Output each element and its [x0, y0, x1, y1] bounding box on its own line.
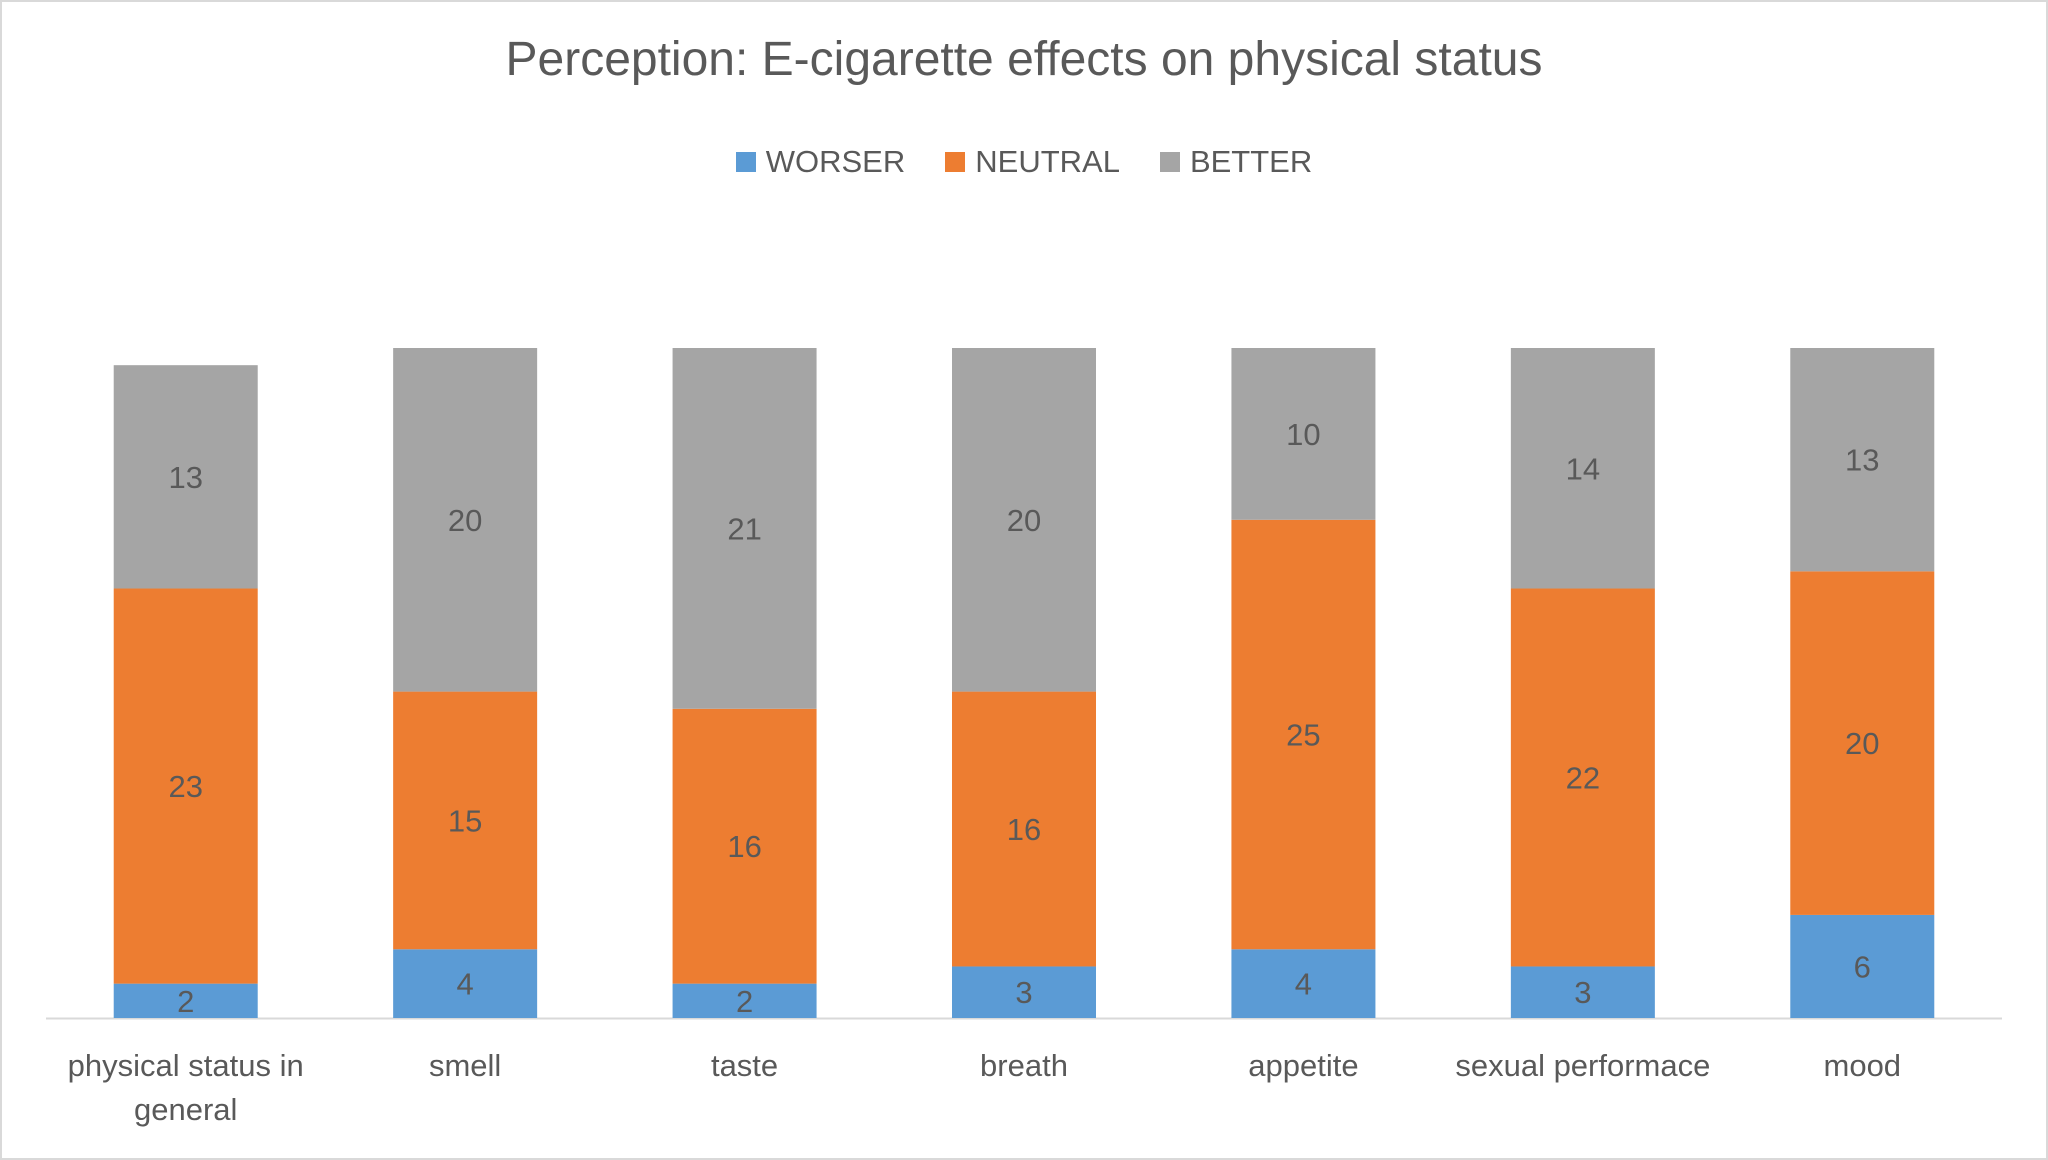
bar-neutral-3 — [952, 691, 1096, 967]
data-label-better-1: 20 — [448, 503, 482, 538]
bar-better-3 — [952, 348, 1096, 692]
data-label-better-5: 14 — [1566, 451, 1600, 486]
category-label-0-line-1: general — [134, 1092, 237, 1127]
chart-legend: WORSER NEUTRAL BETTER — [0, 144, 2048, 180]
category-label-4: appetite — [1248, 1048, 1358, 1083]
data-label-neutral-3: 16 — [1007, 812, 1041, 847]
bar-neutral-5 — [1510, 588, 1655, 967]
bar-worser-1 — [393, 949, 538, 1018]
data-label-worser-3: 3 — [1015, 975, 1032, 1010]
data-label-worser-1: 4 — [457, 967, 474, 1002]
legend-swatch-better — [1159, 152, 1180, 172]
legend-label-neutral: NEUTRAL — [975, 144, 1120, 179]
legend-label-better: BETTER — [1189, 144, 1313, 179]
legend-swatch-neutral — [945, 152, 966, 172]
data-label-neutral-5: 22 — [1566, 760, 1600, 795]
data-label-better-0: 13 — [168, 460, 202, 495]
data-label-better-4: 10 — [1286, 417, 1320, 452]
data-label-better-6: 13 — [1845, 443, 1879, 478]
data-label-worser-2: 2 — [736, 984, 753, 1019]
bar-worser-2 — [672, 983, 817, 1018]
data-label-better-2: 21 — [727, 511, 761, 546]
data-label-worser-5: 3 — [1574, 975, 1591, 1010]
bar-better-4 — [1231, 348, 1376, 520]
category-label-0-line-0: physical status in — [68, 1048, 304, 1083]
data-label-neutral-2: 16 — [727, 829, 761, 864]
bar-neutral-1 — [393, 691, 538, 950]
data-label-worser-4: 4 — [1295, 967, 1312, 1002]
data-label-better-3: 20 — [1007, 503, 1041, 538]
bar-neutral-6 — [1790, 571, 1935, 915]
data-label-worser-6: 6 — [1854, 949, 1871, 984]
bar-better-0 — [113, 365, 258, 589]
bar-better-6 — [1790, 348, 1935, 572]
bar-neutral-4 — [1231, 519, 1376, 950]
data-label-neutral-0: 23 — [168, 769, 202, 804]
category-label-1: smell — [429, 1048, 501, 1083]
data-label-worser-0: 2 — [177, 984, 194, 1019]
bar-worser-4 — [1231, 949, 1376, 1018]
bar-better-1 — [393, 348, 538, 692]
legend-item-worser: WORSER — [735, 144, 906, 180]
legend-swatch-worser — [735, 152, 756, 172]
data-label-neutral-1: 15 — [448, 803, 482, 838]
bar-better-5 — [1510, 348, 1655, 589]
category-label-2: taste — [711, 1048, 778, 1083]
legend-item-neutral: NEUTRAL — [945, 144, 1120, 180]
bar-better-2 — [672, 348, 817, 709]
bar-worser-0 — [113, 983, 258, 1018]
bar-neutral-2 — [672, 708, 817, 984]
category-label-3: breath — [980, 1048, 1068, 1083]
legend-item-better: BETTER — [1159, 144, 1313, 180]
chart-title: Perception: E-cigarette effects on physi… — [505, 33, 1543, 86]
bar-worser-6 — [1790, 914, 1935, 1018]
data-label-neutral-4: 25 — [1286, 718, 1320, 753]
legend-label-worser: WORSER — [765, 144, 906, 179]
category-label-5: sexual performace — [1455, 1048, 1710, 1083]
category-label-6: mood — [1824, 1048, 1902, 1083]
data-label-neutral-6: 20 — [1845, 726, 1879, 761]
bar-neutral-0 — [113, 588, 258, 984]
bar-worser-5 — [1510, 966, 1655, 1018]
bar-worser-3 — [952, 966, 1096, 1018]
